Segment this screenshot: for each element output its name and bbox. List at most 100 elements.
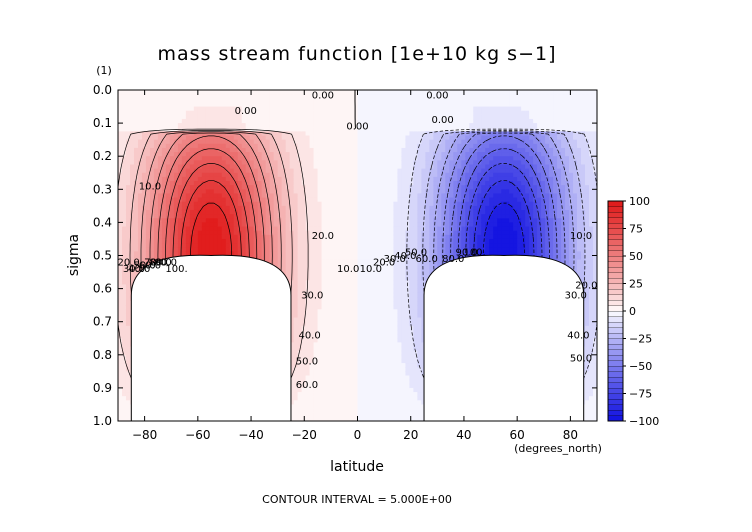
field-cell xyxy=(357,102,363,108)
field-cell xyxy=(273,181,279,186)
field-cell xyxy=(341,123,347,128)
field-cell xyxy=(337,114,343,120)
field-cell xyxy=(317,284,323,290)
field-cell xyxy=(301,375,307,381)
field-cell xyxy=(149,176,155,182)
field-cell xyxy=(329,383,335,389)
field-cell xyxy=(229,176,235,182)
field-cell xyxy=(281,118,287,124)
field-cell xyxy=(145,168,151,174)
field-cell xyxy=(269,94,275,99)
field-cell xyxy=(281,218,287,223)
field-cell xyxy=(241,243,247,248)
field-cell xyxy=(365,98,371,104)
field-cell xyxy=(257,168,263,174)
field-cell xyxy=(337,292,343,298)
field-cell xyxy=(165,114,171,120)
field-cell xyxy=(181,176,187,182)
field-cell xyxy=(189,214,195,219)
field-cell xyxy=(257,181,263,186)
field-cell xyxy=(329,110,335,116)
field-cell xyxy=(129,98,135,104)
field-cell xyxy=(165,98,171,104)
field-cell xyxy=(301,168,307,174)
field-cell xyxy=(329,412,335,418)
field-cell xyxy=(165,147,171,153)
field-cell xyxy=(257,152,263,157)
field-cell xyxy=(325,325,331,331)
field-cell xyxy=(153,251,159,257)
field-cell xyxy=(145,135,151,141)
field-cell xyxy=(257,160,263,166)
field-cell xyxy=(337,296,343,302)
field-cell xyxy=(365,234,371,240)
field-cell xyxy=(241,90,247,95)
field-cell xyxy=(205,238,211,244)
field-cell xyxy=(265,123,271,128)
field-cell xyxy=(245,152,251,157)
field-cell xyxy=(157,156,163,161)
field-cell xyxy=(125,338,131,343)
field-cell xyxy=(289,400,295,406)
field-cell xyxy=(349,172,355,178)
field-cell xyxy=(177,189,183,195)
field-cell xyxy=(309,400,315,406)
field-cell xyxy=(293,90,299,95)
field-cell xyxy=(201,147,207,153)
field-cell xyxy=(185,234,191,240)
field-cell xyxy=(357,396,363,401)
field-cell xyxy=(289,375,295,381)
field-cell xyxy=(321,280,327,286)
field-cell xyxy=(149,255,155,261)
field-cell xyxy=(145,90,151,95)
field-cell xyxy=(309,234,315,240)
field-cell xyxy=(201,114,207,120)
field-cell xyxy=(233,98,239,104)
field-cell xyxy=(121,267,127,273)
field-cell xyxy=(357,288,363,294)
field-cell xyxy=(289,90,295,95)
field-cell xyxy=(301,123,307,128)
field-cell xyxy=(129,259,135,265)
field-cell xyxy=(177,214,183,219)
field-cell xyxy=(181,209,187,215)
field-cell xyxy=(118,259,123,265)
field-cell xyxy=(125,354,131,360)
field-cell xyxy=(341,238,347,244)
field-cell xyxy=(357,156,363,161)
field-cell xyxy=(213,156,219,161)
field-cell xyxy=(221,114,227,120)
field-cell xyxy=(165,234,171,240)
field-cell xyxy=(313,305,319,310)
field-cell xyxy=(345,164,351,170)
field-cell xyxy=(321,329,327,335)
field-cell xyxy=(325,106,331,112)
field-cell xyxy=(153,131,159,137)
field-cell xyxy=(321,367,327,372)
field-cell xyxy=(177,123,183,128)
field-cell xyxy=(265,226,271,232)
field-cell xyxy=(273,123,279,128)
field-cell xyxy=(309,131,315,137)
field-cell xyxy=(297,176,303,182)
field-cell xyxy=(217,94,223,99)
field-cell xyxy=(129,181,135,186)
field-cell xyxy=(197,110,203,116)
field-cell xyxy=(209,147,215,153)
field-cell xyxy=(285,205,291,211)
field-cell xyxy=(118,288,123,294)
field-cell xyxy=(325,400,331,406)
field-cell xyxy=(265,110,271,116)
field-cell xyxy=(118,176,123,182)
field-cell xyxy=(337,131,343,137)
field-cell xyxy=(169,168,175,174)
field-cell xyxy=(241,205,247,211)
field-cell xyxy=(145,172,151,178)
field-cell xyxy=(209,226,215,232)
field-cell xyxy=(341,147,347,153)
field-cell xyxy=(317,118,323,124)
field-cell xyxy=(265,247,271,252)
field-cell xyxy=(305,309,311,315)
field-cell xyxy=(309,342,315,348)
field-cell xyxy=(205,189,211,195)
